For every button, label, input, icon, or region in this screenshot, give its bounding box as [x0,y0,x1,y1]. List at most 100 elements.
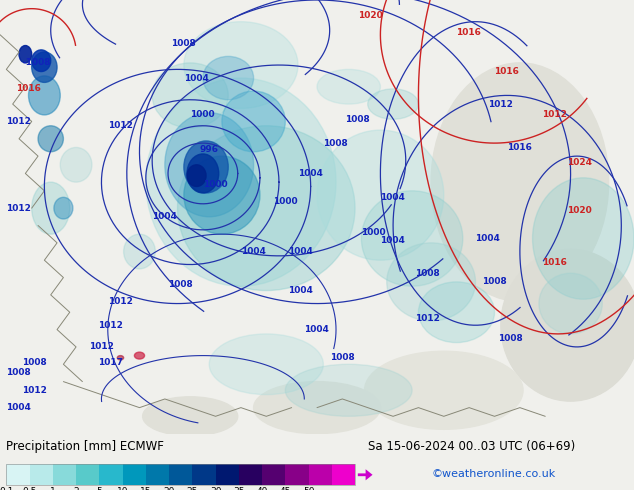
Text: 1000: 1000 [273,197,297,206]
Text: 1008: 1008 [323,139,348,147]
Text: 1012: 1012 [108,121,133,130]
Bar [76,464,100,486]
Bar [169,464,192,486]
Text: 50: 50 [303,487,314,490]
Text: 1020: 1020 [358,11,383,20]
Text: 0.5: 0.5 [22,487,37,490]
Ellipse shape [285,364,412,416]
Ellipse shape [317,70,380,104]
Text: 1008: 1008 [22,358,47,367]
Text: 1012: 1012 [488,99,513,109]
Bar [262,464,285,486]
Ellipse shape [539,273,602,334]
Text: 1008: 1008 [330,353,354,362]
Text: 1016: 1016 [542,258,567,267]
Ellipse shape [152,63,228,128]
Ellipse shape [254,382,380,434]
Text: 0.1: 0.1 [0,487,13,490]
Text: 1004: 1004 [304,325,329,334]
Text: 30: 30 [210,487,221,490]
Ellipse shape [146,78,336,286]
Bar [332,464,355,486]
Bar [122,464,146,486]
Bar [285,464,309,486]
Text: 1016: 1016 [495,67,519,76]
Circle shape [134,352,145,359]
Ellipse shape [184,141,228,193]
Ellipse shape [60,147,92,182]
Bar [309,464,332,486]
Text: 15: 15 [140,487,152,490]
Text: 1012: 1012 [6,117,31,126]
Ellipse shape [165,113,254,217]
Ellipse shape [32,50,51,72]
Ellipse shape [32,182,70,234]
Text: 1024: 1024 [567,158,592,167]
Ellipse shape [203,56,254,100]
Text: 1016: 1016 [16,84,41,94]
Text: 1017: 1017 [98,358,123,367]
Text: 1012: 1012 [22,386,47,395]
Ellipse shape [361,191,463,286]
Ellipse shape [387,243,476,321]
Ellipse shape [184,156,260,234]
Text: 1000: 1000 [361,227,386,237]
Text: 1008: 1008 [6,368,31,377]
Text: 1004: 1004 [152,212,177,221]
Text: 5: 5 [96,487,102,490]
Text: 20: 20 [164,487,175,490]
Bar [100,464,122,486]
Text: 1008: 1008 [171,39,196,48]
Text: 40: 40 [256,487,268,490]
Text: 1012: 1012 [542,110,567,120]
Text: 1012: 1012 [89,343,113,351]
Text: 1004: 1004 [380,236,405,245]
Text: 1008: 1008 [168,279,193,289]
Text: Sa 15-06-2024 00..03 UTC (06+69): Sa 15-06-2024 00..03 UTC (06+69) [368,441,575,453]
Text: 2: 2 [74,487,79,490]
Ellipse shape [368,89,418,119]
Text: 1004: 1004 [380,193,405,202]
Bar [239,464,262,486]
Text: Precipitation [mm] ECMWF: Precipitation [mm] ECMWF [6,441,164,453]
Ellipse shape [431,63,609,301]
Bar [53,464,76,486]
Bar [216,464,239,486]
Ellipse shape [209,334,323,394]
Text: 1012: 1012 [6,204,31,213]
Text: 1004: 1004 [288,286,313,295]
Ellipse shape [533,178,634,299]
Ellipse shape [29,76,60,115]
Text: 25: 25 [186,487,198,490]
Text: 996: 996 [200,145,219,154]
Text: 1008: 1008 [415,269,440,278]
Bar [30,464,53,486]
Ellipse shape [184,22,298,108]
Text: 1012: 1012 [108,297,133,306]
Ellipse shape [143,397,238,436]
Text: 1: 1 [50,487,56,490]
Text: 1012: 1012 [415,314,440,323]
Text: 1020: 1020 [567,206,592,215]
Text: 1000: 1000 [190,110,215,120]
Ellipse shape [187,165,206,187]
Ellipse shape [32,52,57,82]
Ellipse shape [418,282,495,343]
Text: -1008: -1008 [22,58,51,68]
Text: 1008: 1008 [482,277,507,286]
Bar [6,464,30,486]
Text: ©weatheronline.co.uk: ©weatheronline.co.uk [431,469,555,479]
Text: 35: 35 [233,487,245,490]
Text: 1004: 1004 [6,403,31,412]
Circle shape [117,356,124,360]
Text: 1004: 1004 [288,247,313,256]
Text: 1008: 1008 [346,115,370,124]
Text: 10: 10 [117,487,128,490]
Ellipse shape [365,351,523,429]
Ellipse shape [19,46,32,63]
Bar [6,464,355,486]
Ellipse shape [317,130,444,260]
Ellipse shape [178,126,355,291]
Ellipse shape [501,249,634,401]
Text: 1012: 1012 [98,321,123,330]
